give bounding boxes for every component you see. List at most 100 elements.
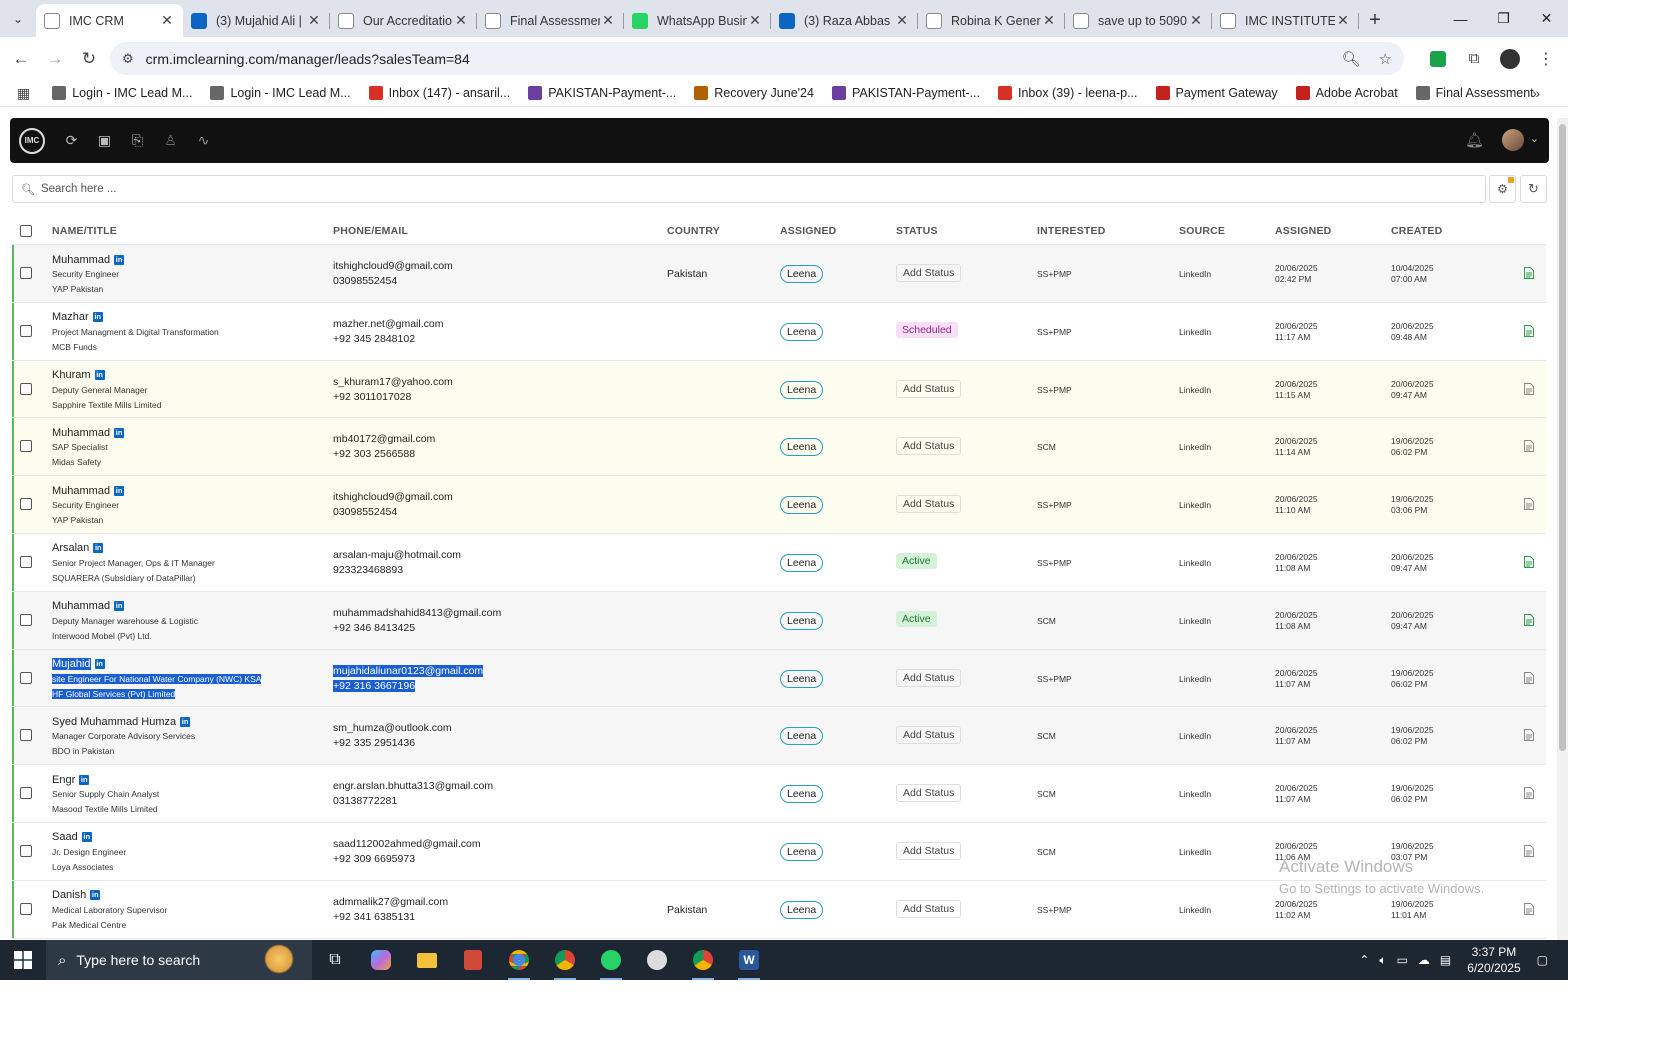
- assigned-badge[interactable]: Leena: [780, 727, 824, 746]
- header-country[interactable]: COUNTRY: [667, 225, 720, 237]
- linkedin-icon[interactable]: in: [94, 659, 105, 670]
- whatsapp-icon[interactable]: [588, 940, 634, 980]
- linkedin-icon[interactable]: in: [93, 543, 104, 554]
- bookmark-item[interactable]: Login - IMC Lead M...: [210, 86, 351, 100]
- notes-document-icon[interactable]: [1524, 729, 1534, 742]
- lead-name[interactable]: Syed Muhammad Humza: [52, 715, 177, 728]
- chrome-profile-icon[interactable]: [542, 940, 588, 980]
- close-tab-icon[interactable]: ✕: [161, 12, 173, 28]
- lead-email[interactable]: admmalik27@gmail.com: [333, 895, 449, 908]
- lead-phone[interactable]: 03098552454: [333, 275, 398, 287]
- assigned-badge[interactable]: Leena: [780, 265, 824, 283]
- lead-email[interactable]: muhammadshahid8413@gmail.com: [333, 606, 502, 619]
- browser-menu-icon[interactable]: ⋮: [1538, 50, 1554, 68]
- notes-document-icon[interactable]: [1524, 267, 1534, 279]
- windows-start-icon[interactable]: [0, 940, 46, 980]
- browser-tab[interactable]: Final Assessmen ✕: [477, 4, 624, 37]
- lead-name[interactable]: Muhammad: [52, 600, 111, 613]
- status-badge[interactable]: Add Status: [896, 784, 962, 803]
- linkedin-icon[interactable]: in: [92, 312, 103, 323]
- url-text[interactable]: crm.imclearning.com/manager/leads?salesT…: [145, 50, 470, 67]
- header-source[interactable]: SOURCE: [1179, 225, 1226, 237]
- bookmark-item[interactable]: PAKISTAN-Payment-...: [831, 86, 980, 100]
- header-phone[interactable]: PHONE/EMAIL: [333, 225, 409, 237]
- lead-name[interactable]: Muhammad: [52, 426, 111, 439]
- linkedin-icon[interactable]: in: [114, 485, 125, 496]
- linkedin-icon[interactable]: in: [81, 832, 92, 843]
- row-checkbox[interactable]: [20, 440, 32, 453]
- extensions-icon[interactable]: ⧉: [1468, 50, 1480, 67]
- filter-button[interactable]: ⚙: [1489, 175, 1516, 203]
- reload-icon[interactable]: ↻: [81, 48, 97, 68]
- lead-email[interactable]: itshighcloud9@gmail.com: [333, 260, 453, 272]
- header-assigned[interactable]: ASSIGNED: [780, 225, 837, 237]
- lead-name[interactable]: Mujahid: [52, 658, 91, 671]
- row-checkbox[interactable]: [20, 267, 32, 279]
- linkedin-icon[interactable]: in: [79, 774, 90, 785]
- table-row[interactable]: Muhammad in Security Engineer YAP Pakista…: [12, 245, 1546, 303]
- row-checkbox[interactable]: [20, 324, 32, 337]
- tab-search-chevron-icon[interactable]: ⌄: [12, 11, 24, 26]
- tray-chevron-icon[interactable]: ⌃: [1359, 953, 1370, 967]
- file-explorer-icon[interactable]: [404, 940, 450, 980]
- row-checkbox[interactable]: [20, 671, 32, 684]
- apps-grid-icon[interactable]: ▦: [17, 84, 31, 101]
- notes-document-icon[interactable]: [1524, 902, 1534, 915]
- bookmark-item[interactable]: Recovery June'24: [694, 86, 814, 100]
- sync-icon[interactable]: ⟳: [65, 132, 78, 148]
- browser-tab[interactable]: (3) Raza Abbas ✕: [771, 4, 918, 37]
- lead-name[interactable]: Engr: [52, 773, 76, 786]
- copilot-icon[interactable]: [358, 940, 404, 980]
- search-input[interactable]: [40, 183, 641, 195]
- notes-document-icon[interactable]: [1524, 440, 1534, 453]
- table-row[interactable]: Saad in Jr. Design Engineer Loya Associat…: [12, 822, 1546, 881]
- lead-email[interactable]: mujahidaliunar0123@gmail.com: [333, 664, 484, 677]
- close-tab-icon[interactable]: ✕: [749, 12, 761, 28]
- notes-document-icon[interactable]: [1524, 555, 1534, 568]
- activity-icon[interactable]: ∿: [197, 132, 210, 148]
- table-row[interactable]: Muhammad in SAP Specialist Midas Safety m…: [12, 418, 1546, 477]
- table-row[interactable]: Danish in Medical Laboratory Supervisor P…: [12, 880, 1546, 939]
- lead-phone[interactable]: 03138772281: [333, 795, 398, 808]
- notes-document-icon[interactable]: [1524, 613, 1534, 626]
- lead-phone[interactable]: +92 309 6695973: [333, 852, 416, 865]
- bookmark-item[interactable]: Login - IMC Lead M...: [52, 86, 192, 100]
- clock[interactable]: 3:37 PM 6/20/2025: [1467, 945, 1521, 975]
- app-icon[interactable]: [450, 940, 496, 980]
- lead-email[interactable]: saad112002ahmed@gmail.com: [333, 837, 481, 850]
- row-checkbox[interactable]: [20, 729, 32, 742]
- volume-icon[interactable]: 🔈︎: [1379, 952, 1387, 967]
- status-badge[interactable]: Add Status: [896, 495, 962, 514]
- browser-tab[interactable]: (3) Mujahid Ali | L ✕: [183, 4, 330, 37]
- browser-tab[interactable]: Robina K Genera ✕: [918, 4, 1065, 37]
- lead-email[interactable]: mazher.net@gmail.com: [333, 317, 444, 330]
- browser-tab[interactable]: IMC INSTITUTE | ✕: [1212, 4, 1359, 37]
- scrollbar-thumb[interactable]: [1559, 124, 1566, 751]
- lead-email[interactable]: mb40172@gmail.com: [333, 433, 436, 446]
- search-box[interactable]: 🔍︎: [12, 175, 1486, 203]
- task-view-icon[interactable]: ⧉: [329, 951, 341, 968]
- assigned-badge[interactable]: Leena: [780, 438, 824, 457]
- bookmark-item[interactable]: PAKISTAN-Payment-...: [528, 86, 676, 100]
- lead-email[interactable]: engr.arslan.bhutta313@gmail.com: [333, 780, 494, 793]
- lead-email[interactable]: s_khuram17@yahoo.com: [333, 375, 453, 388]
- lead-name[interactable]: Danish: [52, 889, 87, 902]
- lead-phone[interactable]: +92 346 8413425: [333, 621, 416, 634]
- linkedin-icon[interactable]: in: [114, 601, 125, 612]
- status-badge[interactable]: Add Status: [896, 379, 962, 398]
- lead-name[interactable]: Muhammad: [52, 484, 111, 497]
- forward-icon[interactable]: →: [46, 48, 64, 68]
- browser-tab[interactable]: save up to 5090 ✕: [1065, 4, 1212, 37]
- close-tab-icon[interactable]: ✕: [1043, 12, 1055, 28]
- linkedin-icon[interactable]: in: [114, 427, 125, 438]
- battery-icon[interactable]: ▭: [1396, 953, 1408, 967]
- calendar-icon[interactable]: ▣: [97, 132, 112, 148]
- lead-phone[interactable]: +92 345 2848102: [333, 332, 416, 345]
- chevron-down-icon[interactable]: ⌄: [1529, 133, 1539, 145]
- minimize-icon[interactable]: —: [1453, 10, 1468, 27]
- assigned-badge[interactable]: Leena: [780, 785, 824, 804]
- close-tab-icon[interactable]: ✕: [896, 12, 908, 28]
- weather-icon[interactable]: [264, 944, 294, 974]
- taskbar-search[interactable]: ⌕ Type here to search: [46, 940, 312, 980]
- back-icon[interactable]: ←: [12, 48, 30, 68]
